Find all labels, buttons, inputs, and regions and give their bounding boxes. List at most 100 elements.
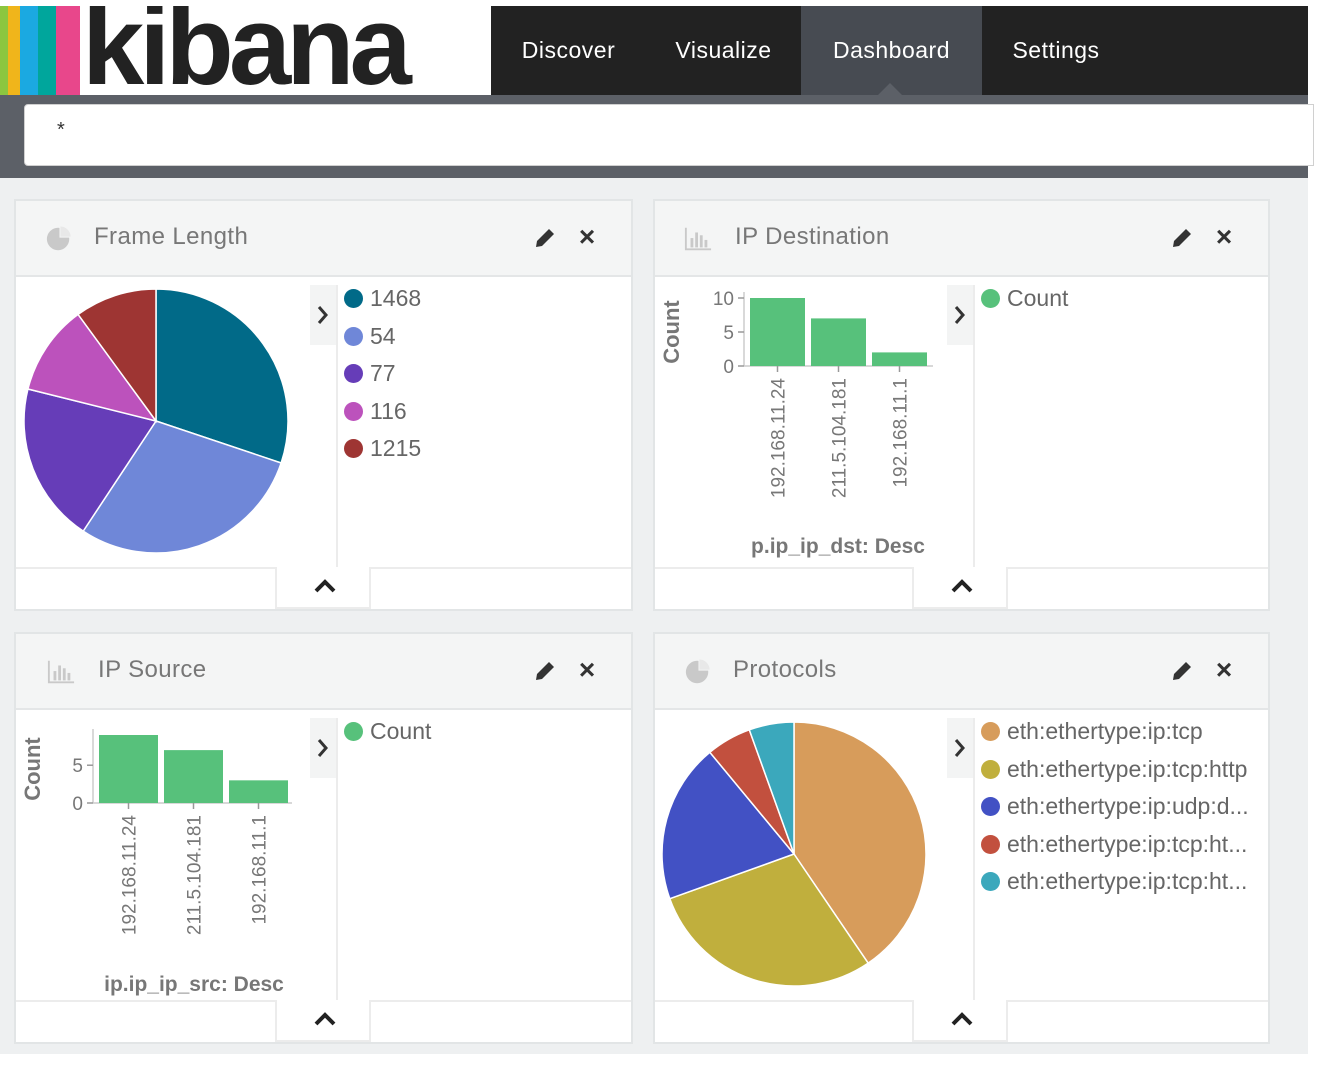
chevron-right-icon [317,739,328,757]
bar[interactable] [99,735,158,803]
chevron-up-icon [314,1012,336,1026]
bar-chart-icon [684,227,712,251]
panel-title: Frame Length [94,223,249,250]
spy-toggle[interactable] [275,1000,371,1042]
pencil-icon[interactable] [534,660,556,682]
legend-label: eth:ethertype:ip:tcp:ht... [1007,830,1248,857]
chevron-right-icon [317,306,328,324]
logo-stripe [8,6,20,95]
chevron-up-icon [314,579,336,593]
panel-title: Protocols [733,656,837,683]
bar[interactable] [164,750,223,803]
pie-slice[interactable] [668,853,870,987]
panel-ip-source: IP Source × Count 5 0 192.168.11.24 211.5.10… [14,632,633,1044]
kibana-logo[interactable]: kibana [0,6,491,95]
legend-label: eth:ethertype:ip:udp:d... [1007,793,1249,819]
spy-bar [655,567,1268,609]
logo-stripe [20,6,38,95]
legend-label: 1468 [370,285,422,311]
legend-toggle[interactable] [310,718,336,778]
logo-stripe [56,6,80,95]
pie-slice[interactable] [661,751,796,900]
close-icon[interactable]: × [1215,654,1233,685]
panel-header: IP Destination × [655,201,1268,277]
y-tick-label: 5 [72,756,83,777]
nav-visualize[interactable]: Visualize [675,37,772,63]
legend-toggle[interactable] [310,285,336,345]
chevron-right-icon [954,306,965,324]
panel-header: IP Source × [16,634,631,710]
panel-header: Frame Length × [16,201,631,277]
close-icon[interactable]: × [578,221,596,252]
pie-slice[interactable] [155,288,289,464]
brand-name: kibana [82,6,412,95]
pencil-icon[interactable] [1171,227,1193,249]
logo-stripe [38,6,56,95]
pie-slice[interactable] [27,313,158,423]
x-tick-label: 211.5.104.181 [830,378,851,498]
panel-frame-length: Frame Length × 1468 54 77 116 1215 [14,199,633,611]
legend-divider [973,285,975,567]
query-bar: * [0,95,1314,178]
close-icon[interactable]: × [578,654,596,685]
panel-title: IP Destination [735,223,890,250]
x-tick-label: 192.168.11.1 [891,378,912,488]
ip-destination-bar-chart: Count 10 5 0 192.168.11.24 211.5.104.181 192.1… [659,289,933,558]
pencil-icon[interactable] [1171,660,1193,682]
legend-toggle[interactable] [947,285,973,345]
pie-slice[interactable] [793,721,927,965]
logo-stripe [0,6,8,95]
legend-label: eth:ethertype:ip:tcp [1007,718,1203,744]
bar[interactable] [811,318,866,366]
pie-slice[interactable] [77,288,157,424]
legend-divider [336,285,338,567]
y-tick-label: 5 [723,323,734,344]
y-axis-label: Count [20,737,45,801]
legend-color-dot [981,872,1000,891]
pie-chart-icon [46,225,72,251]
search-input[interactable]: * [24,104,1314,166]
legend-color-dot [981,289,1000,308]
legend-label: 54 [370,322,396,349]
pencil-icon[interactable] [534,227,556,249]
bar[interactable] [750,298,805,366]
bar[interactable] [229,780,288,803]
y-tick-label: 0 [723,357,734,378]
legend-toggle[interactable] [947,718,973,778]
spy-toggle[interactable] [912,1000,1008,1042]
legend-divider [973,718,975,1000]
bar-chart-icon [47,660,75,684]
legend-color-dot [981,722,1000,741]
close-icon[interactable]: × [1215,221,1233,252]
legend-label: Count [1007,285,1069,311]
spy-toggle[interactable] [275,567,371,609]
panel-header: Protocols × [655,634,1268,710]
legend-color-dot [344,326,363,346]
panel-ip-destination: IP Destination × Count 10 5 0 192.168.11.24 2… [653,199,1270,611]
pie-slice[interactable] [23,388,158,533]
spy-bar [16,1000,631,1042]
legend-divider [336,718,338,1000]
y-tick-label: 0 [72,794,83,815]
nav-dashboard[interactable]: Dashboard [801,6,982,95]
x-axis-label: ip.ip_ip_src: Desc [104,973,284,996]
x-tick-label: 192.168.11.1 [250,815,271,925]
y-tick-label: 10 [713,289,734,310]
ip-source-bar-chart: Count 5 0 192.168.11.24 211.5.104.181 192.168… [20,729,292,996]
spy-toggle[interactable] [912,567,1008,609]
protocols-pie-chart [661,721,927,987]
spy-bar [16,567,631,609]
chevron-up-icon [951,579,973,593]
legend-label: eth:ethertype:ip:tcp:ht... [1007,868,1248,894]
legend-color-dot [981,759,1000,779]
frame-length-pie-chart [23,288,289,554]
nav-discover[interactable]: Discover [521,37,616,63]
pie-slice[interactable] [748,721,795,855]
legend-label: Count [370,718,432,744]
nav-settings[interactable]: Settings [1012,37,1100,63]
x-tick-label: 211.5.104.181 [185,815,206,935]
bar[interactable] [872,352,927,366]
pie-slice[interactable] [82,420,283,554]
legend-label: 116 [370,397,407,424]
legend-color-dot [344,289,363,308]
